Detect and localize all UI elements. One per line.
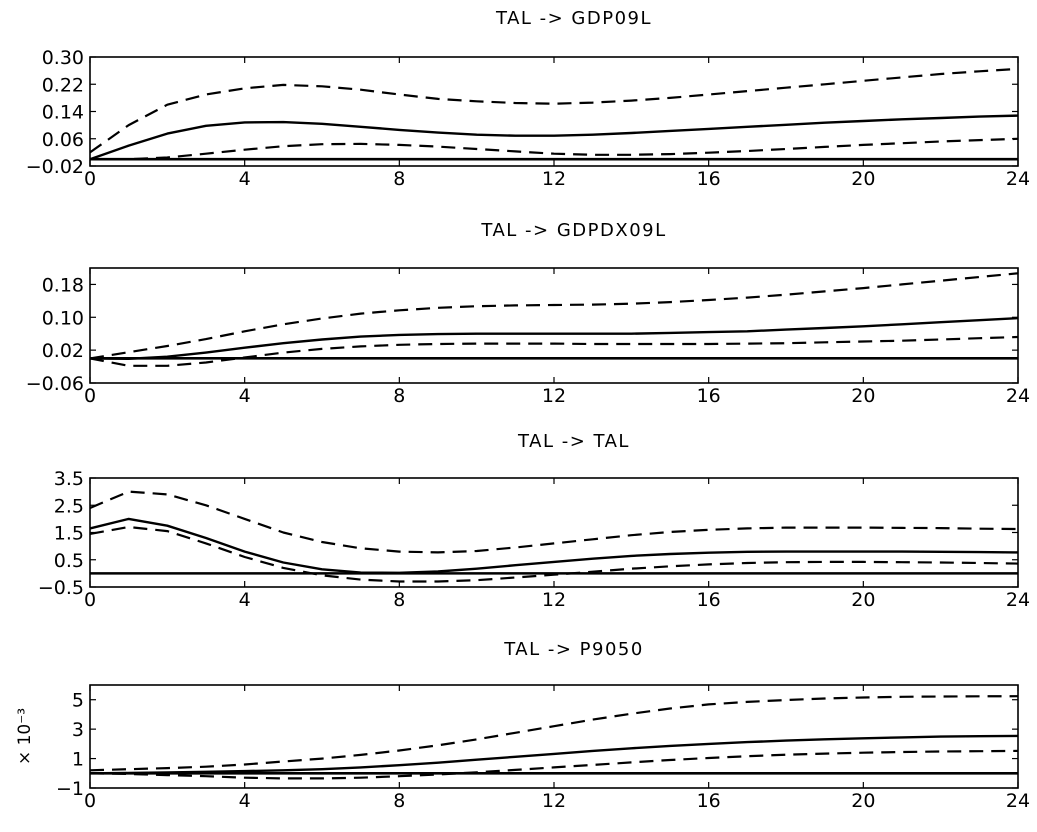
x-tick-label: 0 [84,589,96,611]
panel-title: TAL -> TAL [517,431,630,452]
y-tick-label: 0.5 [54,550,84,572]
x-tick-label: 12 [542,589,566,611]
lower-band-line [89,749,1019,780]
y-tick-label: 3 [72,719,84,741]
x-tick-label: 4 [239,168,251,190]
y-tick-label: 0.18 [42,274,84,296]
irf-line [89,316,1019,360]
x-tick-label: 8 [393,168,405,190]
x-tick-label: 24 [1006,790,1030,812]
irf-panel-3: TAL -> TAL 0 4 8 12 16 20 24 −0.5 0.5 1.5 2.5 3.5 [38,431,1030,611]
x-tick-label: 0 [84,790,96,812]
x-tick-label: 24 [1006,385,1030,407]
y-tick-label: 5 [72,690,84,712]
irf-line [89,734,1019,775]
upper-band-line [89,272,1019,360]
y-tick-label: −0.5 [38,577,84,599]
irf-line [89,517,1019,574]
y-tick-label: 2.5 [54,495,84,517]
x-tick-label: 0 [84,385,96,407]
y-tick-label: −0.06 [26,373,84,395]
x-tick-label: 0 [84,168,96,190]
plot-frame [89,56,1019,167]
x-tick-label: 8 [393,589,405,611]
y-tick-label: 0.02 [42,340,84,362]
x-tick-label: 8 [393,385,405,407]
y-tick-label: 1 [72,749,84,771]
y-tick-label: 0.22 [42,74,84,96]
irf-panel-2: TAL -> GDPDX09L 0 4 8 12 16 20 24 −0.06 0.02 0.10 0… [26,220,1030,407]
x-tick-label: 16 [697,790,721,812]
x-tick-label: 20 [851,589,875,611]
panel-title: TAL -> GDPDX09L [480,220,666,241]
y-tick-label: 0.14 [42,102,84,124]
x-tick-label: 16 [697,385,721,407]
x-tick-label: 4 [239,385,251,407]
x-tick-label: 12 [542,168,566,190]
upper-band-line [89,490,1019,554]
x-tick-label: 20 [851,790,875,812]
y-tick-label: 0.10 [42,307,84,329]
x-tick-label: 16 [697,589,721,611]
y-tick-label: 0.30 [42,47,84,69]
plot-frame [89,477,1019,588]
x-tick-label: 20 [851,168,875,190]
y-tick-label: −0.02 [26,156,84,178]
lower-band-line [89,525,1019,583]
upper-band-line [89,695,1019,772]
x-tick-label: 8 [393,790,405,812]
x-tick-label: 16 [697,168,721,190]
x-tick-label: 12 [542,790,566,812]
x-tick-label: 24 [1006,589,1030,611]
lower-band-line [90,137,1019,161]
y-tick-label: −1 [56,778,84,800]
irf-panel-1: TAL -> GDP09L 0 4 8 12 16 20 24 −0.02 0.06 0.14 0.2… [26,8,1030,190]
x-tick-label: 24 [1006,168,1030,190]
y-scale-label: × 10⁻³ [15,708,35,765]
y-tick-label: 0.06 [42,129,84,151]
y-tick-label: 1.5 [54,523,84,545]
panel-title: TAL -> P9050 [503,639,644,660]
x-tick-label: 20 [851,385,875,407]
y-tick-label: 3.5 [54,468,84,490]
irf-panel-4: TAL -> P9050 0 4 8 12 16 20 24 −1 1 3 5 × 10⁻³ [15,639,1030,812]
irf-line [89,114,1019,161]
x-tick-label: 4 [239,790,251,812]
panel-title: TAL -> GDP09L [495,8,652,29]
x-tick-label: 4 [239,589,251,611]
x-tick-label: 12 [542,385,566,407]
lower-band-line [89,335,1019,367]
upper-band-line [89,67,1019,154]
